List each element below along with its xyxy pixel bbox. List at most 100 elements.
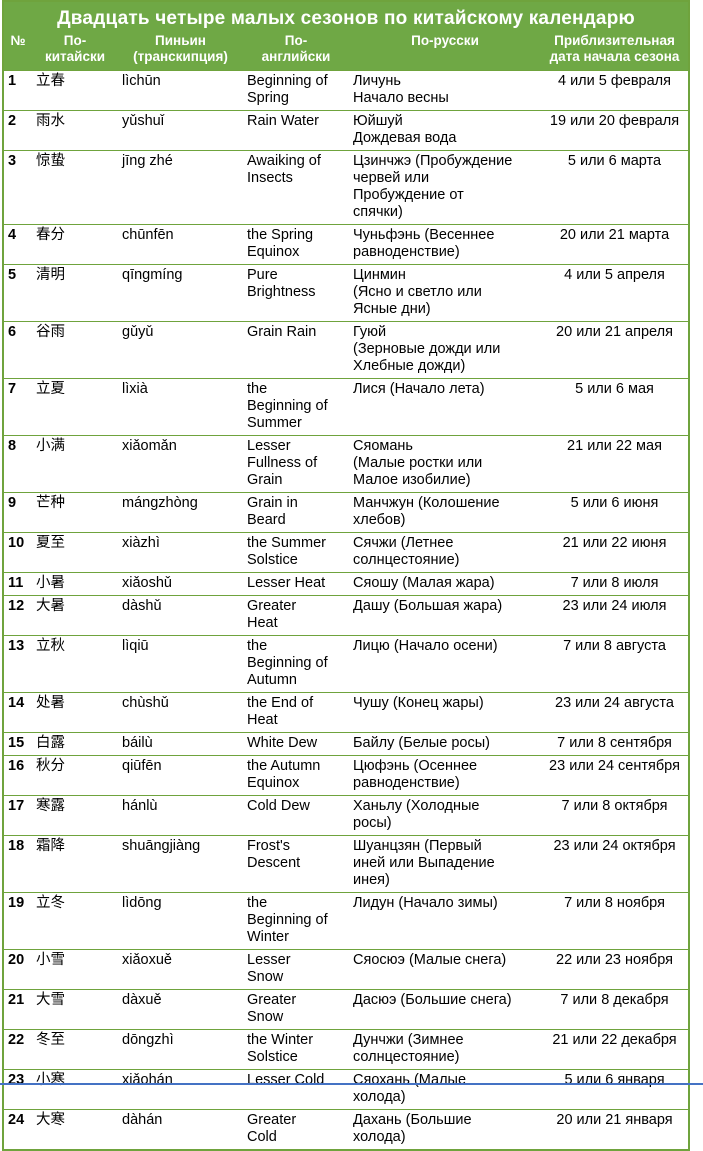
cell-pinyin: xiǎomǎn [118, 435, 243, 493]
table-row: 16 秋分 qiūfēn the Autumn Equinox Цюфэнь (… [4, 755, 688, 796]
table-row: 14 处暑 chùshǔ the End of Heat Чушу (Конец… [4, 692, 688, 733]
cell-row-number: 19 [4, 892, 32, 950]
cell-english-name: Pure Brightness [243, 264, 349, 322]
cell-row-number: 2 [4, 110, 32, 151]
cell-english-name: the End of Heat [243, 692, 349, 733]
cell-russian-name: Шуанцзян (Первый иней или Выпадение инея… [349, 835, 541, 893]
cell-row-number: 23 [4, 1069, 32, 1110]
cell-row-number: 5 [4, 264, 32, 322]
cell-row-number: 16 [4, 755, 32, 796]
cell-english-name: Rain Water [243, 110, 349, 151]
cell-pinyin: xiǎoshǔ [118, 572, 243, 596]
cell-chinese-name: 大暑 [32, 595, 118, 636]
table-body: 1 立春 lìchūn Beginning of Spring Личунь Н… [4, 70, 688, 1149]
table-row: 24 大寒 dàhán Greater Cold Дахань (Большие… [4, 1109, 688, 1149]
seasons-table-panel: Двадцать четыре малых сезонов по китайск… [2, 0, 690, 1151]
column-header-date: Приблизительная дата начала сезона [541, 31, 688, 71]
cell-chinese-name: 春分 [32, 224, 118, 265]
cell-chinese-name: 惊蛰 [32, 150, 118, 225]
cell-chinese-name: 寒露 [32, 795, 118, 836]
cell-english-name: Beginning of Spring [243, 70, 349, 111]
cell-chinese-name: 小寒 [32, 1069, 118, 1110]
cell-start-date: 20 или 21 апреля [541, 321, 688, 379]
cell-row-number: 17 [4, 795, 32, 836]
cell-start-date: 19 или 20 февраля [541, 110, 688, 151]
cell-start-date: 7 или 8 августа [541, 635, 688, 693]
table-row: 5 清明 qīngmíng Pure Brightness Цинмин (Яс… [4, 264, 688, 322]
table-title: Двадцать четыре малых сезонов по китайск… [4, 2, 688, 31]
cell-english-name: Frost's Descent [243, 835, 349, 893]
cell-start-date: 7 или 8 декабря [541, 989, 688, 1030]
table-row: 8 小满 xiǎomǎn Lesser Fullness of Grain Ся… [4, 435, 688, 493]
cell-russian-name: Лися (Начало лета) [349, 378, 541, 436]
cell-pinyin: dàhán [118, 1109, 243, 1149]
cell-row-number: 18 [4, 835, 32, 893]
cell-pinyin: xiǎoxuě [118, 949, 243, 990]
table-row: 4 春分 chūnfēn the Spring Equinox Чуньфэнь… [4, 224, 688, 265]
column-header-pinyin: Пиньин (транскипция) [118, 31, 243, 71]
cell-chinese-name: 白露 [32, 732, 118, 756]
cell-russian-name: Сяохань (Малые холода) [349, 1069, 541, 1110]
table-row: 10 夏至 xiàzhì the Summer Solstice Сячжи (… [4, 532, 688, 573]
cell-russian-name: Манчжун (Колошение хлебов) [349, 492, 541, 533]
cell-start-date: 23 или 24 октября [541, 835, 688, 893]
cell-chinese-name: 小雪 [32, 949, 118, 990]
cell-russian-name: Дунчжи (Зимнее солнцестояние) [349, 1029, 541, 1070]
cell-row-number: 13 [4, 635, 32, 693]
cell-pinyin: qiūfēn [118, 755, 243, 796]
cell-russian-name: Сяосюэ (Малые снега) [349, 949, 541, 990]
cell-russian-name: Юйшуй Дождевая вода [349, 110, 541, 151]
cell-english-name: Greater Heat [243, 595, 349, 636]
cell-start-date: 5 или 6 марта [541, 150, 688, 225]
cell-pinyin: dàxuě [118, 989, 243, 1030]
cell-row-number: 14 [4, 692, 32, 733]
cell-pinyin: xiàzhì [118, 532, 243, 573]
table-row: 17 寒露 hánlù Cold Dew Ханьлу (Холодные ро… [4, 795, 688, 836]
bottom-divider-line [0, 1083, 703, 1085]
cell-pinyin: lìchūn [118, 70, 243, 111]
cell-english-name: the Beginning of Autumn [243, 635, 349, 693]
cell-start-date: 21 или 22 мая [541, 435, 688, 493]
table-row: 9 芒种 mángzhòng Grain in Beard Манчжун (К… [4, 492, 688, 533]
cell-start-date: 4 или 5 февраля [541, 70, 688, 111]
cell-english-name: Cold Dew [243, 795, 349, 836]
table-row: 2 雨水 yǔshuǐ Rain Water Юйшуй Дождевая во… [4, 110, 688, 151]
cell-chinese-name: 立春 [32, 70, 118, 111]
cell-start-date: 21 или 22 декабря [541, 1029, 688, 1070]
cell-start-date: 5 или 6 июня [541, 492, 688, 533]
cell-start-date: 7 или 8 октября [541, 795, 688, 836]
cell-english-name: White Dew [243, 732, 349, 756]
cell-russian-name: Цзинчжэ (Пробуждение червей или Пробужде… [349, 150, 541, 225]
cell-english-name: the Summer Solstice [243, 532, 349, 573]
cell-english-name: the Beginning of Summer [243, 378, 349, 436]
cell-russian-name: Байлу (Белые росы) [349, 732, 541, 756]
cell-row-number: 1 [4, 70, 32, 111]
cell-russian-name: Дашу (Большая жара) [349, 595, 541, 636]
cell-russian-name: Дасюэ (Большие снега) [349, 989, 541, 1030]
cell-pinyin: chùshǔ [118, 692, 243, 733]
cell-start-date: 23 или 24 августа [541, 692, 688, 733]
cell-english-name: Greater Cold [243, 1109, 349, 1149]
table-row: 21 大雪 dàxuě Greater Snow Дасюэ (Большие … [4, 989, 688, 1030]
cell-english-name: Lesser Snow [243, 949, 349, 990]
table-row: 3 惊蛰 jīng zhé Awaiking of Insects Цзинчж… [4, 150, 688, 225]
cell-chinese-name: 霜降 [32, 835, 118, 893]
cell-russian-name: Лидун (Начало зимы) [349, 892, 541, 950]
cell-row-number: 20 [4, 949, 32, 990]
cell-chinese-name: 大雪 [32, 989, 118, 1030]
cell-english-name: Grain in Beard [243, 492, 349, 533]
cell-english-name: the Autumn Equinox [243, 755, 349, 796]
cell-russian-name: Ханьлу (Холодные росы) [349, 795, 541, 836]
cell-chinese-name: 夏至 [32, 532, 118, 573]
cell-pinyin: shuāngjiàng [118, 835, 243, 893]
table-row: 1 立春 lìchūn Beginning of Spring Личунь Н… [4, 70, 688, 111]
column-header-russian: По-русски [349, 31, 541, 71]
cell-english-name: the Winter Solstice [243, 1029, 349, 1070]
cell-pinyin: hánlù [118, 795, 243, 836]
cell-pinyin: báilù [118, 732, 243, 756]
cell-english-name: Lesser Fullness of Grain [243, 435, 349, 493]
cell-chinese-name: 雨水 [32, 110, 118, 151]
cell-pinyin: lìdōng [118, 892, 243, 950]
cell-row-number: 15 [4, 732, 32, 756]
table-row: 18 霜降 shuāngjiàng Frost's Descent Шуанцз… [4, 835, 688, 893]
